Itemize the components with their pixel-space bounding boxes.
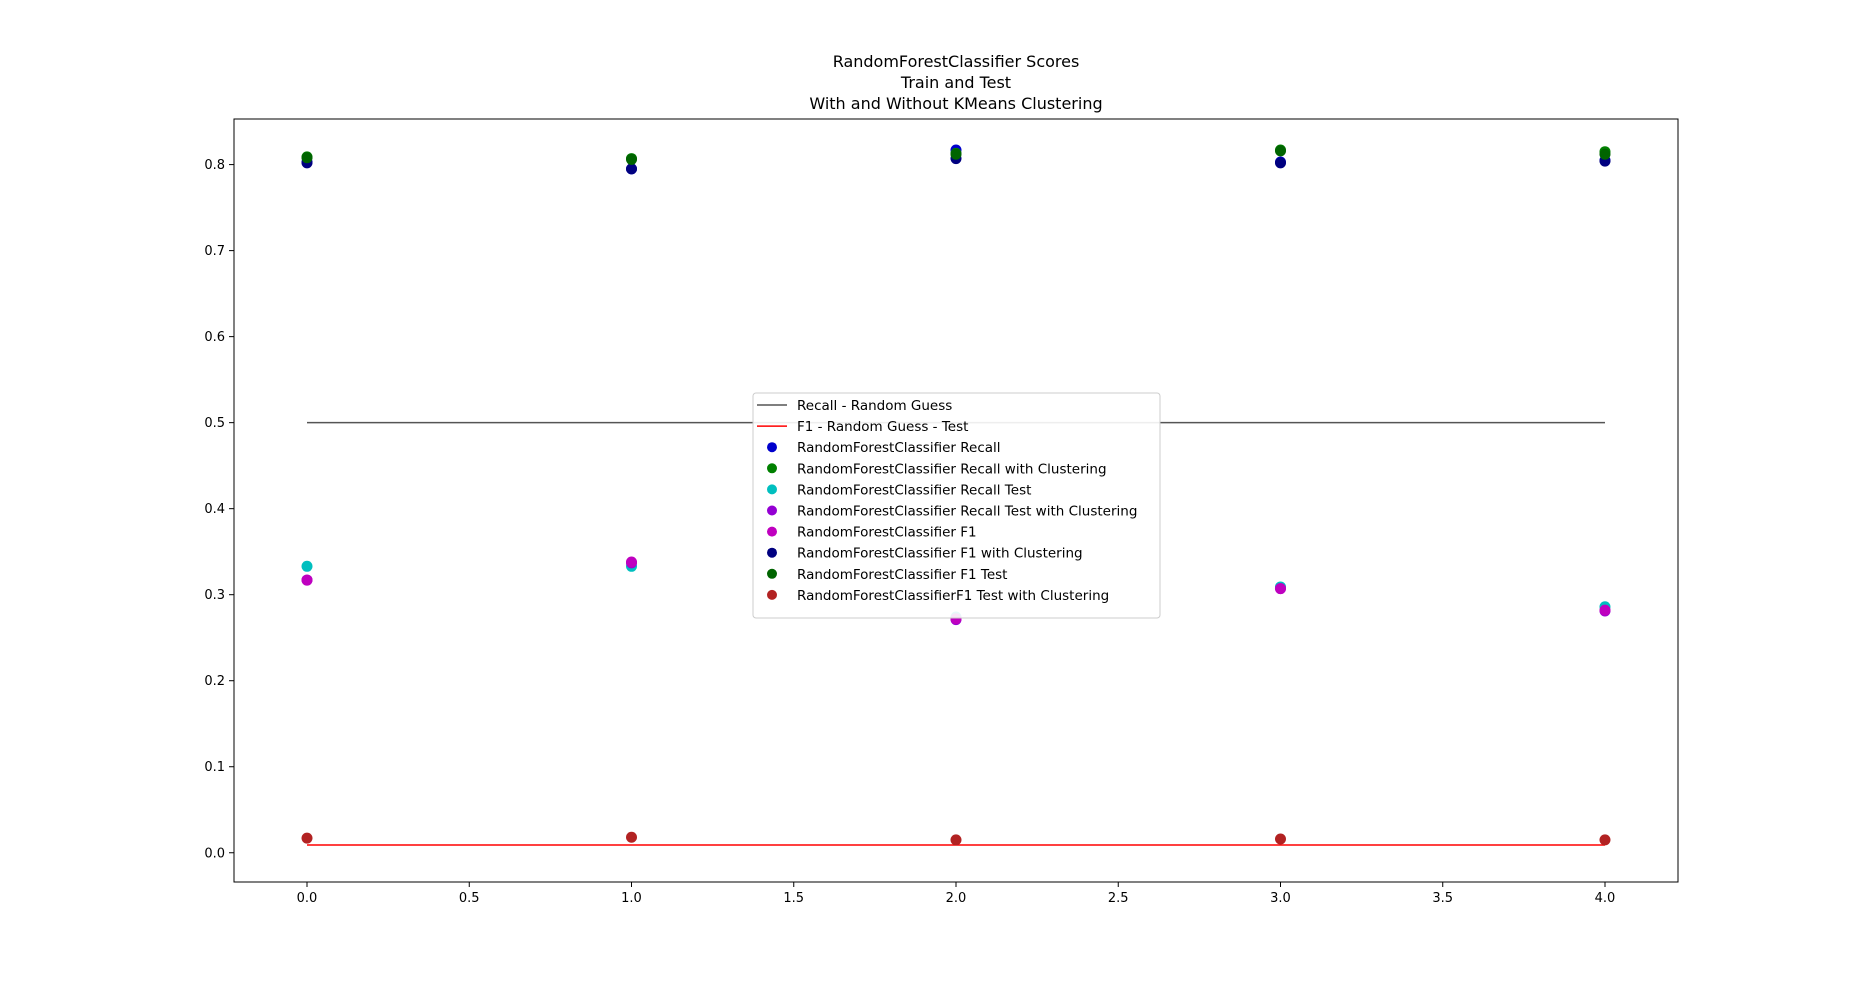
- y-tick-label: 0.3: [204, 588, 225, 603]
- title-line: Train and Test: [900, 73, 1011, 92]
- data-point-s6-2: [950, 148, 962, 160]
- data-point-s7-0: [301, 832, 313, 844]
- x-tick-label: 1.0: [621, 891, 642, 906]
- legend-marker-swatch: [767, 505, 777, 516]
- x-tick-label: 0.5: [459, 891, 480, 906]
- legend-marker-swatch: [767, 526, 777, 537]
- legend-label: RandomForestClassifier Recall Test with …: [797, 504, 1137, 520]
- x-tick-label: 2.5: [1108, 891, 1129, 906]
- x-tick-label: 1.5: [783, 891, 804, 906]
- legend-label: Recall - Random Guess: [797, 398, 952, 414]
- data-point-s4-0: [301, 574, 313, 586]
- y-tick-label: 0.0: [204, 846, 225, 861]
- y-tick-label: 0.1: [204, 760, 225, 775]
- data-point-s5-1: [626, 163, 638, 175]
- data-point-s7-1: [626, 831, 638, 843]
- title-line: RandomForestClassifier Scores: [833, 52, 1080, 71]
- legend-label: RandomForestClassifier Recall with Clust…: [797, 461, 1107, 477]
- data-point-s6-1: [626, 153, 638, 165]
- legend-label: RandomForestClassifierF1 Test with Clust…: [797, 588, 1109, 604]
- legend-marker-swatch: [767, 568, 777, 579]
- x-axis: 0.0 0.5 1.0 1.5 2.0 2.5 3.0 3.5 4.0: [297, 882, 1616, 906]
- data-point-s6-4: [1599, 148, 1611, 160]
- y-tick-label: 0.8: [204, 158, 225, 173]
- legend-marker-swatch: [767, 589, 777, 600]
- y-axis: 0.0 0.1 0.2 0.3 0.4 0.5 0.6 0.7 0.8: [204, 158, 234, 861]
- data-point-s5-3: [1274, 157, 1286, 169]
- x-tick-label: 2.0: [946, 891, 967, 906]
- x-tick-label: 4.0: [1595, 891, 1616, 906]
- legend-marker-swatch: [767, 463, 777, 474]
- legend-label: RandomForestClassifier Recall: [797, 440, 1001, 456]
- y-tick-label: 0.7: [204, 244, 225, 259]
- data-point-s7-3: [1274, 833, 1286, 845]
- y-tick-label: 0.6: [204, 330, 225, 345]
- data-point-s2-0: [301, 560, 313, 572]
- data-point-s4-1: [626, 556, 638, 568]
- y-tick-label: 0.4: [204, 502, 225, 517]
- data-point-s4-4: [1599, 604, 1611, 616]
- legend-marker-swatch: [767, 547, 777, 558]
- data-point-s7-4: [1599, 834, 1611, 846]
- x-tick-label: 3.0: [1270, 891, 1291, 906]
- legend-box: [752, 392, 1161, 619]
- data-point-s6-0: [301, 152, 313, 164]
- data-point-s6-3: [1274, 145, 1286, 157]
- data-point-s4-3: [1274, 583, 1286, 595]
- legend-marker-swatch: [767, 484, 777, 495]
- legend-label: RandomForestClassifier F1 Test: [797, 567, 1007, 583]
- title-line: With and Without KMeans Clustering: [809, 94, 1102, 113]
- data-point-s7-2: [950, 834, 962, 846]
- x-tick-label: 3.5: [1432, 891, 1453, 906]
- y-tick-label: 0.5: [204, 416, 225, 431]
- legend-marker-swatch: [767, 442, 777, 453]
- y-tick-label: 0.2: [204, 674, 225, 689]
- legend-label: F1 - Random Guess - Test: [797, 419, 968, 435]
- legend-label: RandomForestClassifier F1 with Clusterin…: [797, 546, 1083, 562]
- legend-label: RandomForestClassifier Recall Test: [797, 482, 1031, 498]
- chart-title: RandomForestClassifier Scores Train and T…: [809, 52, 1102, 113]
- x-tick-label: 0.0: [297, 891, 318, 906]
- legend-label: RandomForestClassifier F1: [797, 525, 977, 541]
- legend: Recall - Random Guess F1 - Random Guess -…: [752, 392, 1161, 619]
